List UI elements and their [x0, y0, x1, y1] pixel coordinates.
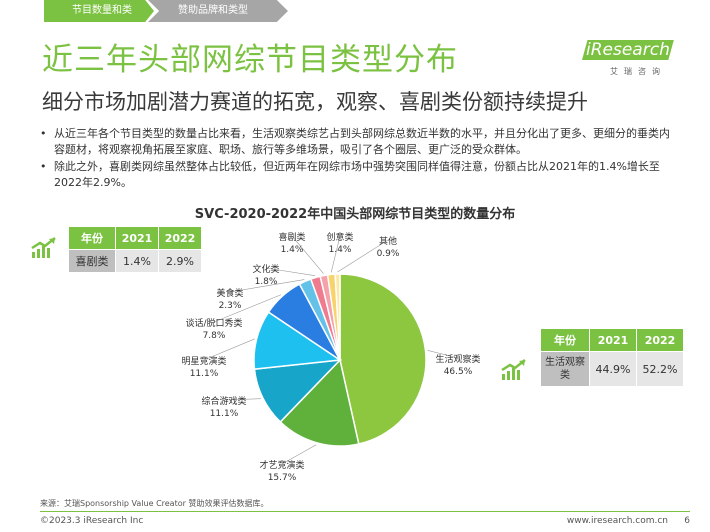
bullet-1: 从近三年各个节目类型的数量占比来看，生活观察类综艺占到头部网综总数近半数的水平，… — [36, 126, 676, 158]
table-header: 年份 — [540, 328, 590, 352]
summary-bullets: 从近三年各个节目类型的数量占比来看，生活观察类综艺占到头部网综总数近半数的水平，… — [36, 126, 676, 192]
table-cell: 2.9% — [158, 249, 202, 273]
leader-line — [281, 444, 317, 465]
pie-slice — [279, 358, 360, 447]
logo-sub: 艾瑞咨询 — [610, 67, 666, 76]
tab-sponsor-brands[interactable]: 赞助品牌和类型 — [148, 0, 288, 22]
table-row-label: 喜剧类 — [68, 249, 116, 273]
iresearch-logo: iResearch 艾瑞咨询 — [582, 38, 674, 82]
slice-name-label: 明星竞演类 — [181, 355, 226, 367]
table-header: 2021 — [589, 328, 637, 352]
slice-value-label: 2.3% — [219, 301, 242, 311]
trend-up-icon — [501, 359, 526, 380]
leader-line — [330, 235, 341, 273]
leader-line — [427, 350, 459, 359]
table-row-label: 生活观察类 — [540, 351, 590, 387]
leader-line — [337, 239, 389, 273]
table-cell: 1.4% — [115, 249, 159, 273]
slice-name-label: 才艺竞演类 — [259, 459, 304, 471]
page-number: 6 — [684, 516, 690, 526]
slice-name-label: 综合游戏类 — [201, 395, 246, 407]
nav-tabs: 节目数量和类型 赞助品牌和类型 — [44, 0, 288, 22]
footer-divider — [40, 511, 690, 512]
pie-slice — [339, 273, 427, 445]
slice-value-label: 15.7% — [268, 473, 297, 483]
table-cell: 44.9% — [589, 351, 637, 387]
leader-line — [223, 398, 261, 401]
leader-line — [265, 267, 315, 276]
bullet-2: 除此之外，喜剧类网综虽然整体占比较低，但近两年在网综市场中强势突围同样值得注意，… — [36, 159, 676, 191]
tab-program-count[interactable]: 节目数量和类型 — [44, 0, 154, 22]
site-url[interactable]: www.iresearch.com.cn — [566, 516, 668, 526]
table-header: 2022 — [158, 226, 202, 250]
slice-name-label: 喜剧类 — [278, 231, 305, 243]
leader-line — [229, 279, 305, 293]
leader-line — [203, 338, 255, 361]
leader-line — [213, 294, 282, 323]
slice-name-label: 美食类 — [216, 287, 243, 299]
slice-value-label: 11.1% — [190, 369, 219, 379]
table-cell: 52.2% — [636, 351, 684, 387]
slice-name-label: 文化类 — [252, 263, 279, 275]
pie-slice — [334, 273, 341, 361]
comedy-share-table: 年份 2021 2022 喜剧类 1.4% 2.9% — [68, 226, 202, 273]
copyright: ©2023.3 iResearch Inc — [40, 516, 144, 526]
table-header: 年份 — [68, 226, 116, 250]
trend-up-icon — [31, 237, 56, 258]
logo-word: iResearch — [582, 40, 674, 60]
source-note: 来源：艾瑞Sponsorship Value Creator 赞助效果评估数据库… — [40, 499, 269, 508]
slice-value-label: 7.8% — [203, 331, 226, 341]
page-subtitle: 细分市场加剧潜力赛道的拓宽，观察、喜剧类份额持续提升 — [42, 90, 588, 114]
slice-name-label: 生活观察类 — [435, 353, 480, 365]
slice-name-label: 谈话/脱口秀类 — [185, 317, 242, 329]
table-header: 2021 — [115, 226, 159, 250]
slice-value-label: 1.8% — [255, 277, 278, 287]
slice-value-label: 46.5% — [444, 367, 473, 377]
leader-line — [291, 235, 324, 274]
chart-title: SVC-2020-2022年中国头部网综节目类型的数量分布 — [194, 207, 516, 222]
slice-value-label: 11.1% — [210, 409, 239, 419]
slice-name-label: 创意类 — [326, 231, 353, 243]
slice-name-label: 其他 — [379, 235, 397, 247]
life-share-table: 年份 2021 2022 生活观察类 44.9% 52.2% — [540, 328, 684, 387]
table-header: 2022 — [636, 328, 684, 352]
slice-value-label: 1.4% — [281, 245, 304, 255]
slice-value-label: 0.9% — [377, 249, 400, 259]
slice-value-label: 1.4% — [329, 245, 352, 255]
page-title: 近三年头部网综节目类型分布 — [42, 42, 458, 78]
